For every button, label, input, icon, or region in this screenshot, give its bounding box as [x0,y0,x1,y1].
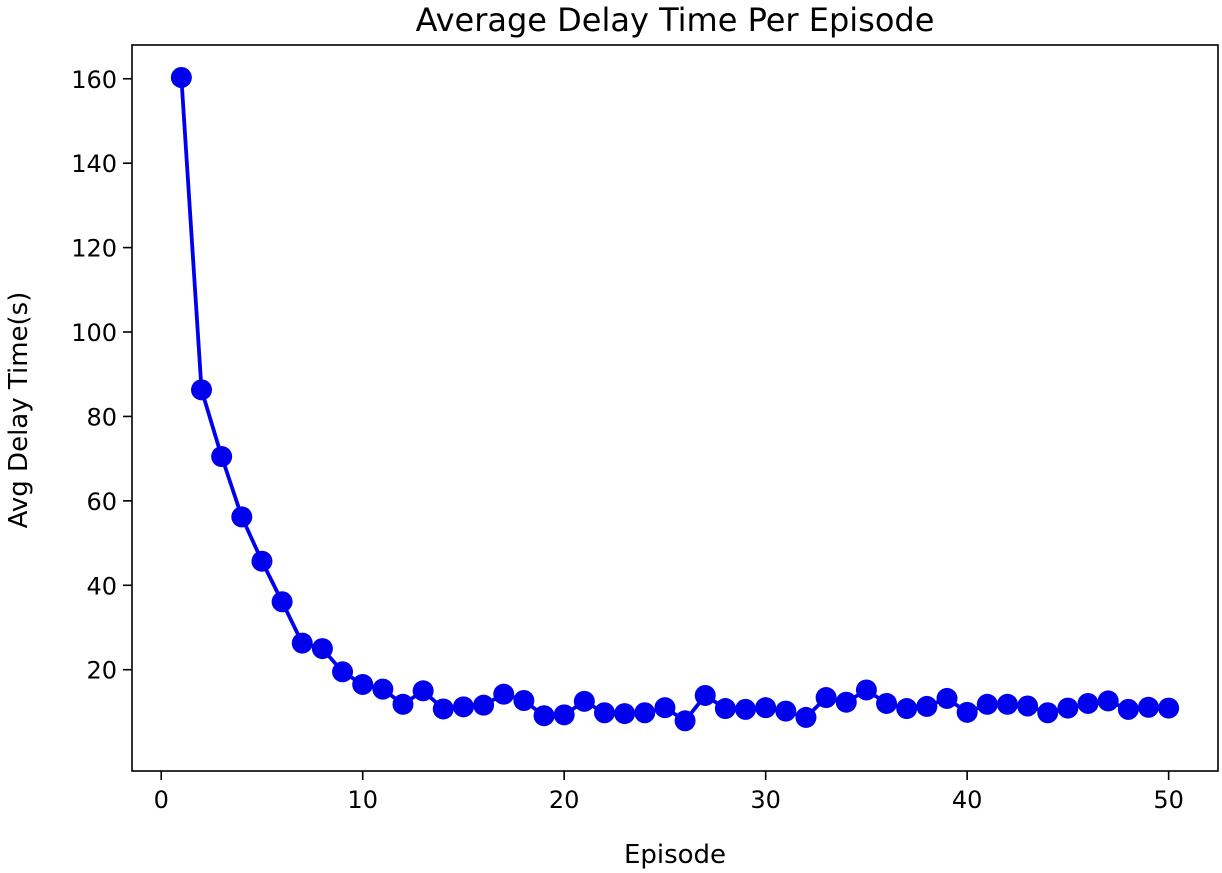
data-point [432,698,454,720]
x-tick-label: 10 [347,786,378,814]
data-point [473,694,495,716]
data-point [1037,702,1059,724]
chart-title: Average Delay Time Per Episode [416,1,935,39]
data-point [855,679,877,701]
y-tick-label: 40 [86,572,117,600]
plot-area-frame [131,44,1219,772]
data-point [593,702,615,724]
y-tick-label: 20 [86,657,117,685]
data-point [412,680,434,702]
x-axis-title: Episode [624,840,726,870]
data-point [533,705,555,727]
data-point [452,696,474,718]
data-point [674,710,696,732]
data-point [573,690,595,712]
y-tick-label: 80 [86,403,117,431]
data-point [553,704,575,726]
data-point [876,692,898,714]
data-point [513,690,535,712]
data-point [191,379,213,401]
data-point [1057,697,1079,719]
x-axis-ticks: 0 10 20 30 40 50 [154,771,1184,814]
data-point [352,673,374,695]
y-tick-label: 160 [71,66,117,94]
y-axis-title: Avg Delay Time(s) [4,292,34,529]
data-point [311,638,333,660]
data-point [372,678,394,700]
y-tick-label: 140 [71,150,117,178]
data-point [694,684,716,706]
x-tick-label: 30 [750,786,781,814]
data-point [735,698,757,720]
data-point [1077,692,1099,714]
data-point [1097,690,1119,712]
series-delay [170,67,1180,732]
data-point [291,632,313,654]
data-point [1158,697,1180,719]
data-point [714,698,736,720]
data-point [251,550,273,572]
data-point [755,697,777,719]
data-point [956,701,978,723]
y-tick-label: 120 [71,235,117,263]
data-point [654,697,676,719]
y-axis-ticks: 20 40 60 80 100 120 140 160 [71,66,132,685]
y-tick-label: 60 [86,488,117,516]
data-point [392,693,414,715]
data-point [271,591,293,613]
data-point [1137,696,1159,718]
x-tick-label: 20 [549,786,580,814]
data-point [815,687,837,709]
data-point [493,683,515,705]
data-point [332,661,354,683]
data-point [614,703,636,725]
data-point [996,693,1018,715]
data-point [896,698,918,720]
data-point [634,702,656,724]
data-point [795,706,817,728]
data-point [976,693,998,715]
data-point [775,700,797,722]
data-point [936,687,958,709]
data-point [231,506,253,528]
x-tick-label: 0 [154,786,169,814]
y-tick-label: 100 [71,319,117,347]
data-point [835,691,857,713]
data-point [1117,698,1139,720]
data-point [916,695,938,717]
x-tick-label: 50 [1153,786,1184,814]
data-point [170,67,192,89]
data-point [1017,695,1039,717]
data-point [211,446,233,468]
x-tick-label: 40 [952,786,983,814]
